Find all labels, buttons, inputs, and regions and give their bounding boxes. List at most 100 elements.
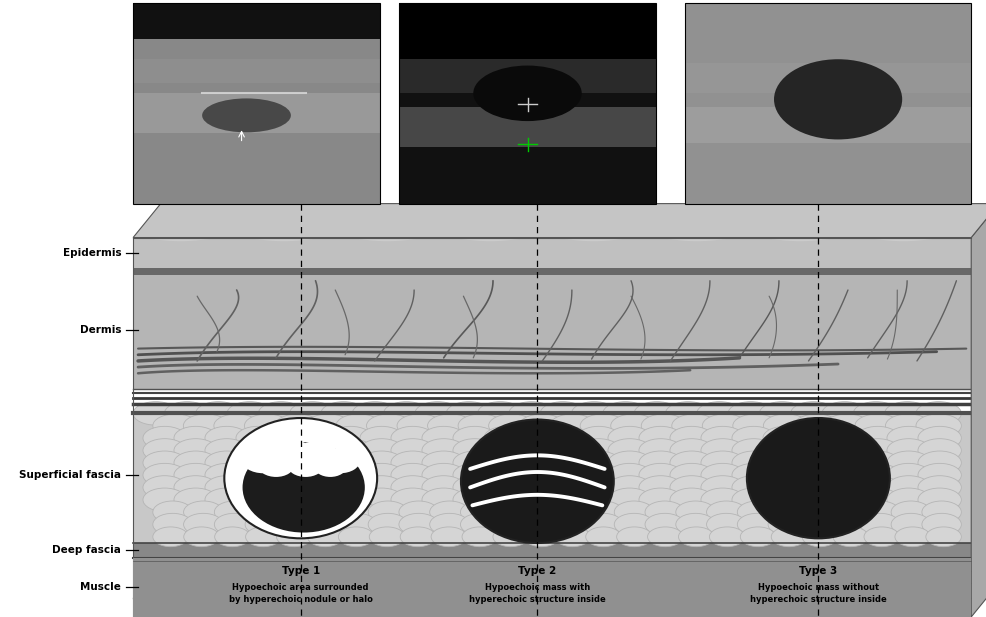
Ellipse shape [205,439,248,462]
Ellipse shape [453,488,496,511]
Ellipse shape [701,439,744,462]
Ellipse shape [214,513,253,536]
Bar [133,3,380,204]
Ellipse shape [577,463,620,487]
Ellipse shape [484,476,528,499]
Ellipse shape [701,488,744,511]
Bar [685,107,971,143]
Ellipse shape [669,488,713,511]
Ellipse shape [236,426,279,450]
Ellipse shape [391,426,435,450]
Ellipse shape [329,476,373,499]
Ellipse shape [338,527,374,547]
Ellipse shape [918,463,961,487]
Bar [133,59,380,83]
Ellipse shape [320,449,360,473]
Ellipse shape [484,451,528,474]
Ellipse shape [546,451,590,474]
Ellipse shape [368,501,407,523]
Ellipse shape [861,501,900,523]
Ellipse shape [671,414,717,437]
Ellipse shape [515,488,558,511]
Ellipse shape [763,414,809,437]
Ellipse shape [453,439,496,462]
Ellipse shape [580,414,625,437]
Ellipse shape [733,414,778,437]
Ellipse shape [298,476,341,499]
Bar [399,3,656,204]
Ellipse shape [143,451,186,474]
Ellipse shape [276,513,316,536]
Ellipse shape [329,463,373,487]
Ellipse shape [546,426,590,450]
Ellipse shape [794,414,839,437]
Ellipse shape [243,442,365,532]
Ellipse shape [549,414,595,437]
Ellipse shape [641,414,686,437]
Ellipse shape [825,451,869,474]
Ellipse shape [922,513,961,536]
Ellipse shape [391,476,435,499]
Ellipse shape [732,439,775,462]
Ellipse shape [515,439,558,462]
Ellipse shape [329,451,373,474]
Ellipse shape [829,513,869,536]
Ellipse shape [315,457,346,477]
Ellipse shape [608,451,652,474]
Ellipse shape [329,426,373,450]
Ellipse shape [133,402,178,425]
Ellipse shape [639,426,682,450]
Ellipse shape [275,414,320,437]
Ellipse shape [855,414,900,437]
Ellipse shape [763,426,807,450]
Ellipse shape [236,463,279,487]
Ellipse shape [307,501,346,523]
Ellipse shape [298,451,341,474]
Ellipse shape [428,414,473,437]
Ellipse shape [515,451,558,474]
Ellipse shape [245,414,290,437]
Ellipse shape [267,476,311,499]
Bar [399,107,656,147]
Ellipse shape [458,414,504,437]
Ellipse shape [360,426,403,450]
Ellipse shape [183,527,219,547]
Ellipse shape [856,476,899,499]
Ellipse shape [276,501,316,523]
Ellipse shape [616,527,652,547]
Ellipse shape [329,439,373,462]
Ellipse shape [669,451,713,474]
Ellipse shape [400,527,436,547]
Ellipse shape [143,463,186,487]
Text: Type 1: Type 1 [282,566,319,576]
Ellipse shape [608,426,652,450]
Bar [133,558,971,617]
Ellipse shape [602,402,648,425]
Ellipse shape [174,476,217,499]
Ellipse shape [546,476,590,499]
Ellipse shape [833,527,869,547]
Ellipse shape [415,402,460,425]
Ellipse shape [267,439,311,462]
Ellipse shape [577,476,620,499]
Ellipse shape [174,463,217,487]
Ellipse shape [431,527,466,547]
Ellipse shape [608,488,652,511]
Ellipse shape [367,414,412,437]
Ellipse shape [577,426,620,450]
Ellipse shape [577,451,620,474]
Ellipse shape [555,527,591,547]
Ellipse shape [493,527,528,547]
Ellipse shape [825,463,869,487]
Ellipse shape [675,513,715,536]
Ellipse shape [608,476,652,499]
Ellipse shape [258,455,294,477]
Ellipse shape [774,59,902,139]
Ellipse shape [891,513,931,536]
Ellipse shape [763,451,807,474]
Bar [399,3,656,204]
Bar [685,63,971,93]
Ellipse shape [763,476,807,499]
Ellipse shape [484,426,528,450]
Ellipse shape [916,414,961,437]
